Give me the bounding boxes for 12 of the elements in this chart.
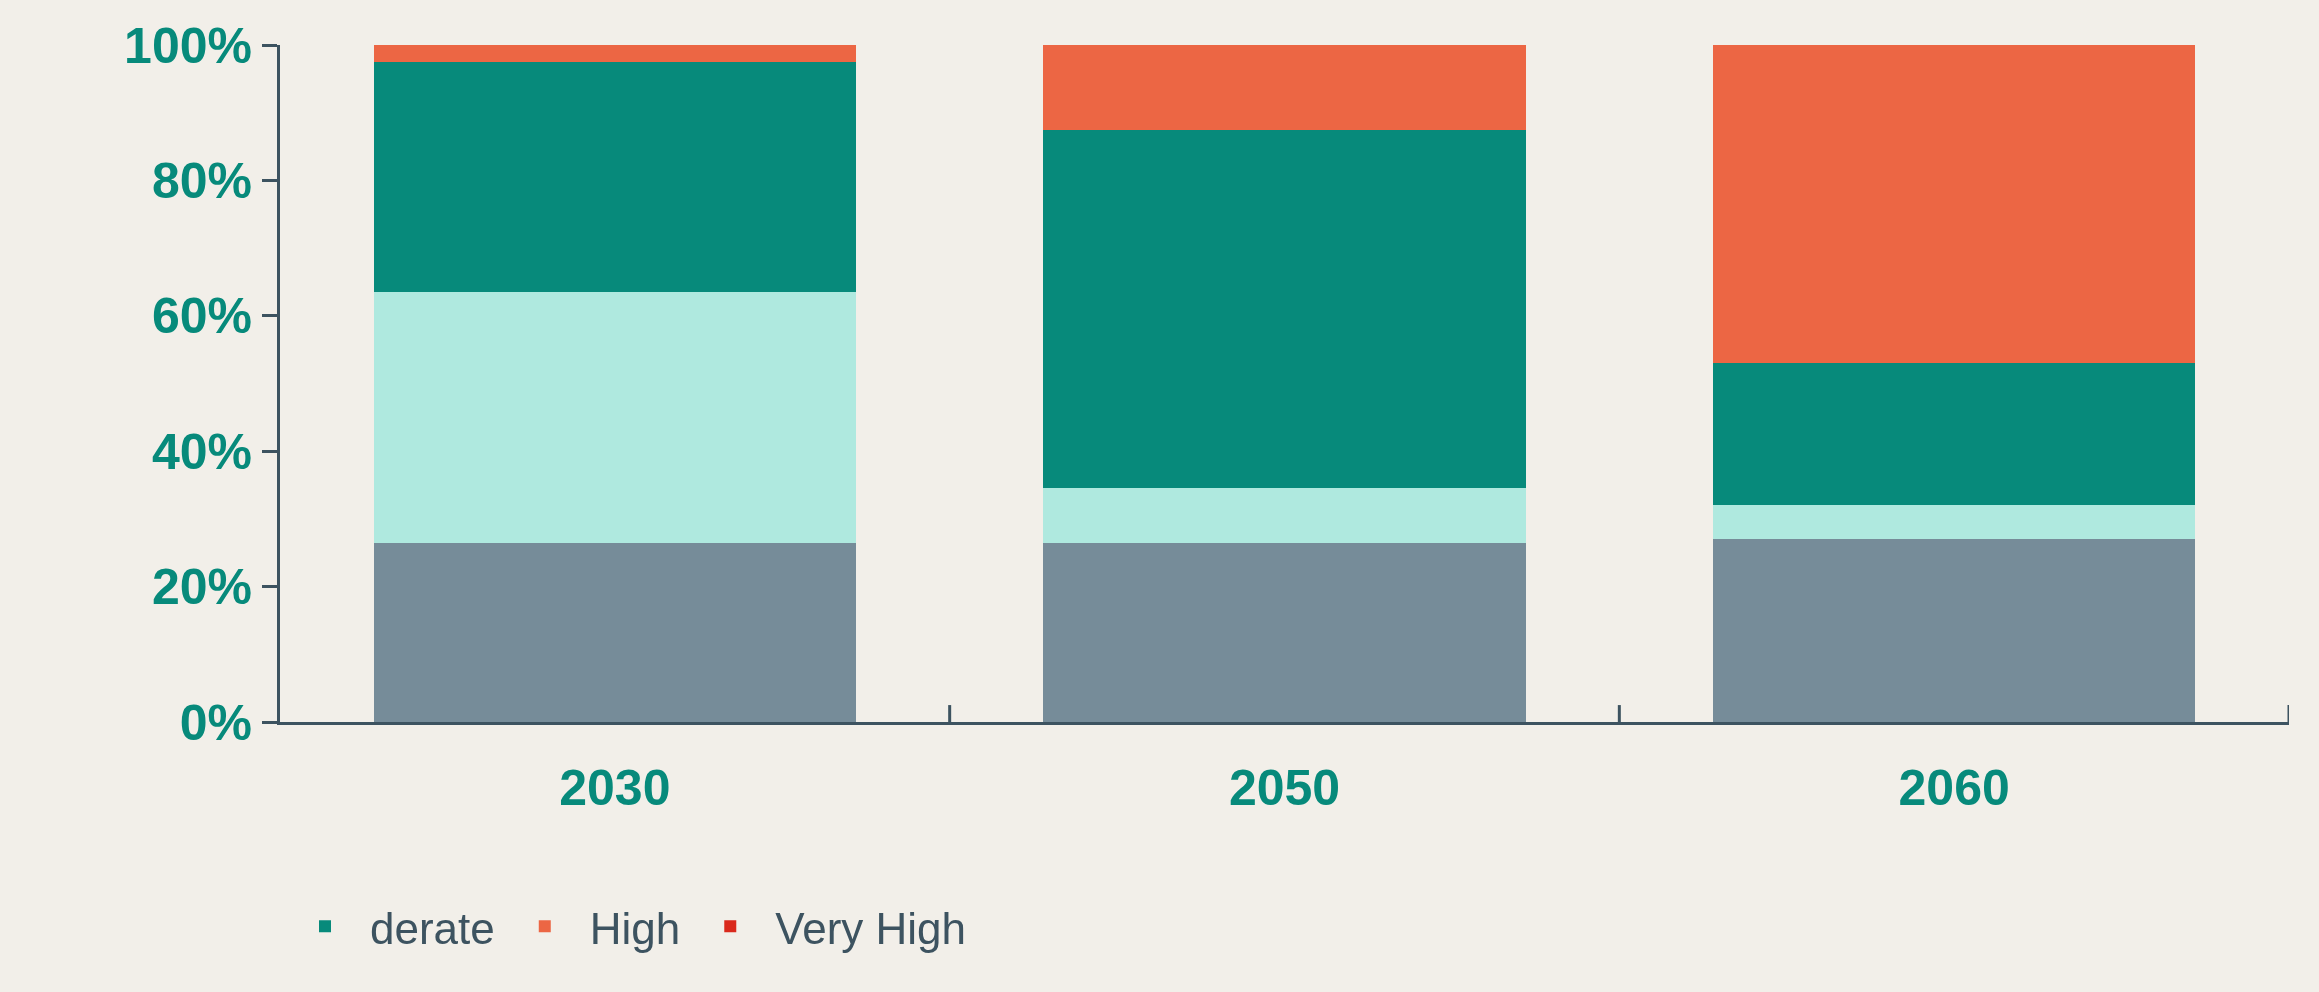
y-tick-label: 40% xyxy=(151,423,252,480)
x-tick-label: 2030 xyxy=(559,760,671,816)
legend-label: High xyxy=(589,903,681,953)
y-tick-label: 100% xyxy=(124,17,252,74)
y-tick-label: 60% xyxy=(151,288,252,345)
x-tick-label: 2060 xyxy=(1898,760,2010,816)
legend-label: Very High xyxy=(775,903,967,953)
legend-label: derate xyxy=(370,903,495,953)
y-tick-label: 80% xyxy=(151,152,252,209)
x-tick-label: 2050 xyxy=(1228,760,1341,816)
y-tick-label: 20% xyxy=(151,559,252,616)
y-tick-label: 0% xyxy=(179,694,252,751)
